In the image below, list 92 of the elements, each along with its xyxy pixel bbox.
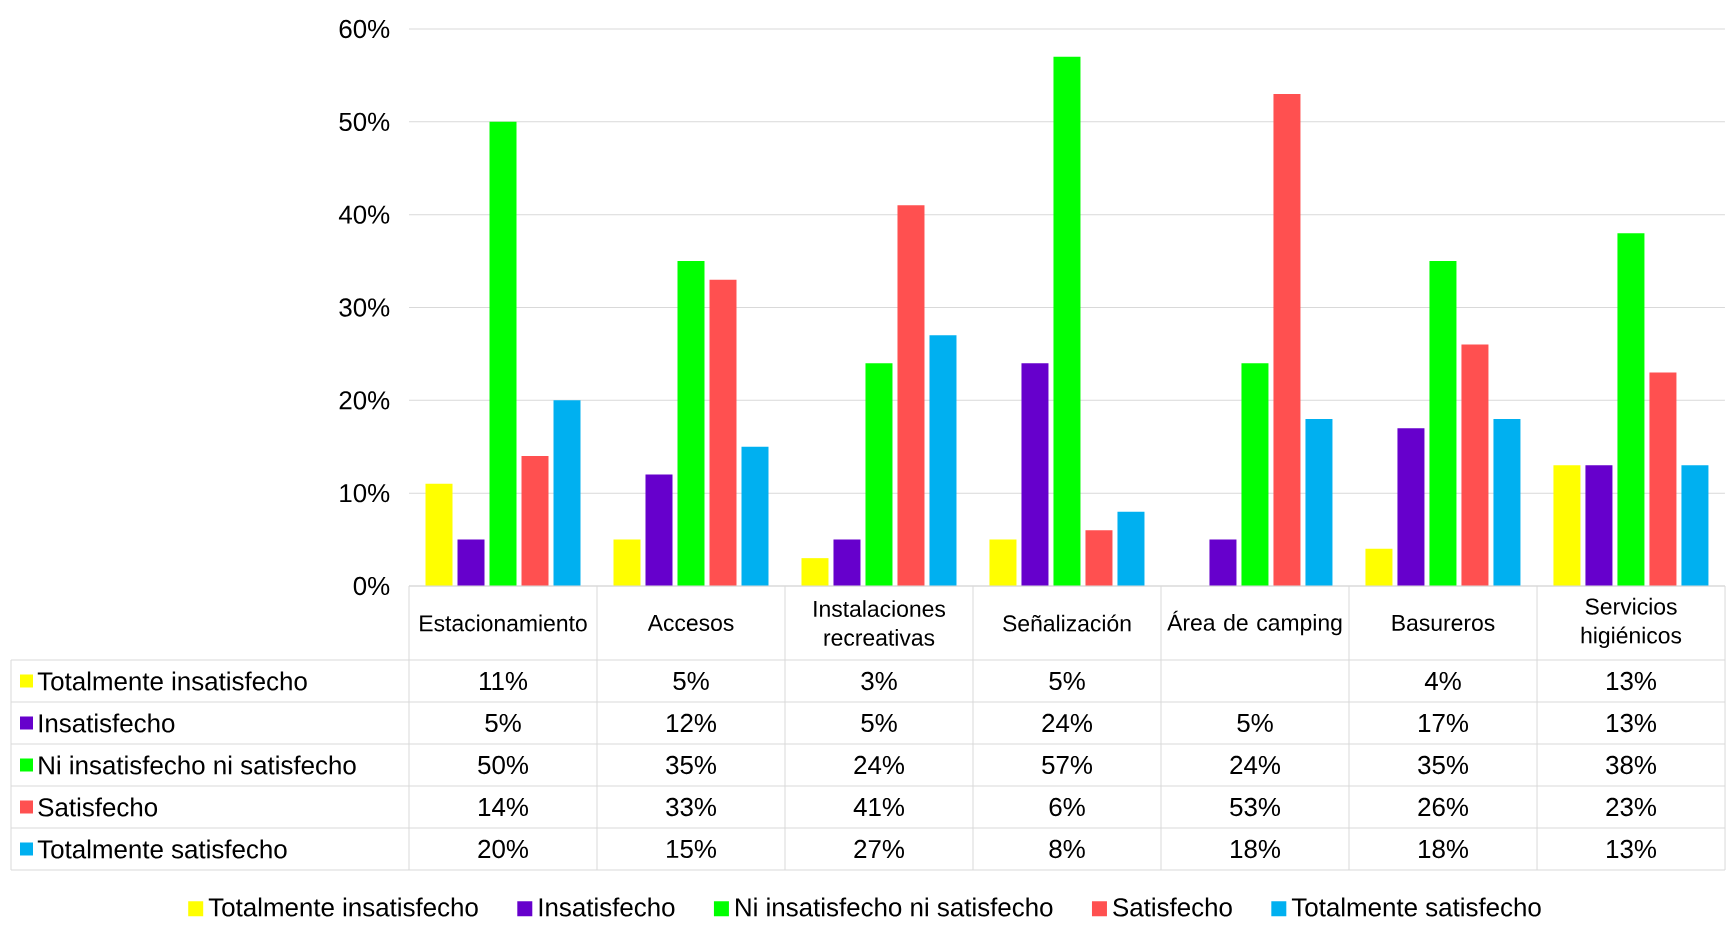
data-label: 3% <box>861 671 897 691</box>
y-tick-label: 60% <box>339 19 390 39</box>
bar <box>1617 233 1645 586</box>
bar <box>1461 344 1489 586</box>
bar <box>1365 548 1393 586</box>
y-tick-label: 10% <box>340 483 390 503</box>
data-label: 5% <box>673 671 709 691</box>
text: Ni insatisfecho ni satisfecho <box>736 897 1053 917</box>
legend-label: Totalmente satisfecho <box>1291 897 1541 917</box>
y-tick-label: 50% <box>339 112 390 131</box>
text: Totalmente insatisfecho <box>208 897 478 917</box>
data-label: 26% <box>1418 797 1469 817</box>
bar <box>1241 363 1269 586</box>
data-label: 5% <box>485 713 521 733</box>
bar <box>1053 56 1081 586</box>
data-label: 5% <box>1049 671 1085 691</box>
x-tick-label: Accesos <box>647 615 734 631</box>
bar <box>521 456 549 586</box>
legend-label: Ni insatisfecho ni satisfecho <box>39 755 356 775</box>
legend-label: Totalmente insatisfecho <box>37 671 307 691</box>
bar <box>1429 261 1457 586</box>
bar <box>457 539 485 586</box>
bar <box>1021 363 1049 586</box>
text: Satisfecho <box>38 797 158 817</box>
y-tick-label: 0% <box>353 576 390 596</box>
bar <box>1117 511 1145 586</box>
data-label: 6% <box>1049 797 1085 817</box>
data-label: 24% <box>1230 755 1281 775</box>
bar <box>645 474 673 586</box>
data-label: 5% <box>1237 713 1273 733</box>
bar <box>989 539 1017 586</box>
data-label: 38% <box>1606 755 1657 775</box>
data-label: 17% <box>1419 713 1469 733</box>
bar <box>1681 465 1709 586</box>
data-label: 5% <box>861 713 897 733</box>
data-label: 12% <box>667 713 716 733</box>
text: Totalmente satisfecho <box>37 839 287 859</box>
data-label: 35% <box>1418 755 1469 775</box>
data-label: 4% <box>1424 671 1461 691</box>
data-label: 15% <box>667 839 716 859</box>
bar <box>425 483 453 586</box>
data-label: 33% <box>666 797 716 817</box>
data-label: 50% <box>478 755 528 775</box>
x-tick-label: Estacionamiento <box>420 614 587 632</box>
data-label: 23% <box>1606 797 1657 817</box>
data-label: 41% <box>853 797 904 817</box>
data-label: 24% <box>1042 713 1092 733</box>
bar <box>801 558 829 586</box>
bar <box>1493 418 1521 586</box>
x-tick-label: Área de camping <box>1167 610 1342 636</box>
y-tick-label: 40% <box>338 205 390 224</box>
bar <box>1273 93 1301 586</box>
y-tick-label: 20% <box>339 391 390 410</box>
x-tick-label: Servicios higiénicos <box>1581 597 1682 649</box>
data-label: 53% <box>1230 797 1281 817</box>
data-label: 57% <box>1042 755 1092 775</box>
data-label: 18% <box>1419 839 1469 859</box>
bar <box>1305 418 1333 586</box>
bar <box>865 363 893 586</box>
bar <box>929 335 957 586</box>
bar <box>741 446 769 586</box>
data-label: 14% <box>479 797 528 817</box>
legend-label: Insatisfecho <box>39 713 175 733</box>
bar <box>553 400 581 586</box>
data-label: 13% <box>1607 713 1657 733</box>
x-tick-label: Instalaciones recreativas <box>814 600 946 646</box>
x-tick-label: Basureros <box>1392 615 1495 631</box>
bar <box>677 261 705 586</box>
data-label: 24% <box>854 755 904 775</box>
bar <box>1585 465 1613 586</box>
bar <box>1553 465 1581 586</box>
bar <box>833 539 861 586</box>
bar <box>709 279 737 586</box>
text: Insatisfecho <box>539 897 675 917</box>
data-label: 27% <box>854 839 904 859</box>
bar <box>1397 428 1425 586</box>
data-label: 11% <box>480 671 528 691</box>
data-label: 35% <box>666 755 716 775</box>
data-label: 18% <box>1231 839 1281 859</box>
data-label: 20% <box>478 839 528 859</box>
bar <box>1649 372 1677 586</box>
bar <box>489 121 517 586</box>
bar <box>613 539 641 586</box>
data-label: 13% <box>1607 671 1657 691</box>
y-tick-label: 30% <box>339 298 390 317</box>
data-label: 8% <box>1049 839 1085 859</box>
bar <box>897 205 925 586</box>
x-tick-label: Señalización <box>1003 614 1131 632</box>
data-label: 13% <box>1607 839 1657 859</box>
legend-label: Satisfecho <box>1113 897 1232 917</box>
bar <box>1085 530 1113 586</box>
bar <box>1209 539 1237 586</box>
